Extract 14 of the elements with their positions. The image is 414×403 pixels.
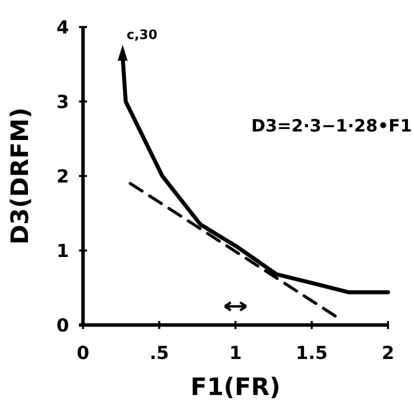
x-tick-label: 1 — [229, 343, 242, 364]
y-tick-label: 1 — [56, 240, 69, 262]
annotation: c,30 — [126, 28, 158, 43]
y-axis-title: D3(DRFM) — [6, 107, 34, 245]
x-axis-title: F1(FR) — [190, 373, 280, 401]
x-tick-label: 1.5 — [296, 343, 328, 364]
x-tick-label: 0 — [76, 343, 90, 364]
y-tick-label: 0 — [56, 315, 69, 336]
y-tick-label: 2 — [56, 166, 69, 188]
annotation: D3=2·3−1·28•F1 — [251, 116, 412, 136]
x-tick-label: .5 — [150, 343, 169, 364]
x-tick-label: 2 — [382, 343, 394, 364]
y-tick-label: 4 — [56, 17, 69, 38]
y-tick-label: 3 — [56, 92, 69, 113]
